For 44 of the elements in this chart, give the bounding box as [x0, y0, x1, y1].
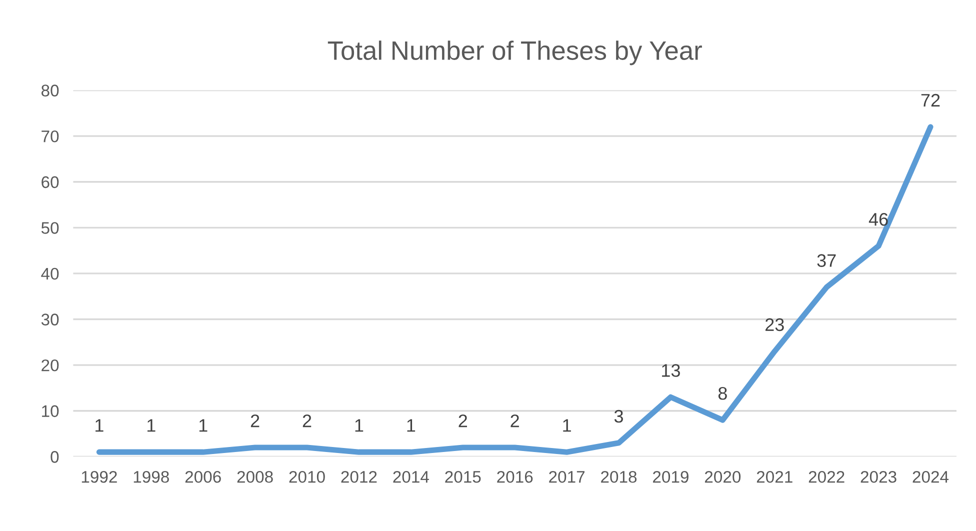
- y-tick-label: 50: [41, 222, 59, 234]
- data-label: 23: [765, 318, 784, 332]
- data-label: 72: [921, 94, 940, 106]
- data-label: 2: [458, 414, 467, 428]
- y-tick-label: 70: [42, 130, 59, 142]
- x-tick-label: 2018: [601, 470, 637, 483]
- data-label: 1: [199, 419, 208, 432]
- data-label: 1: [407, 419, 416, 432]
- y-tick-label: 40: [41, 268, 59, 280]
- x-tick-label: 2022: [808, 470, 844, 483]
- x-tick-label: 1998: [134, 470, 169, 483]
- y-tick-label: 20: [42, 359, 59, 372]
- x-tick-label: 2006: [185, 470, 221, 483]
- data-label: 1: [563, 419, 571, 432]
- data-label: 2: [510, 414, 519, 428]
- x-tick-label: 1992: [82, 470, 117, 483]
- data-label: 1: [147, 419, 156, 432]
- y-tick-label: 80: [42, 84, 59, 96]
- chart-title: Total Number of Theses by Year: [328, 40, 702, 66]
- data-label: 2: [250, 414, 260, 428]
- data-label: 46: [868, 212, 888, 226]
- data-label: 8: [718, 387, 727, 400]
- x-tick-label: 2021: [756, 470, 792, 483]
- x-tick-label: 2020: [704, 470, 741, 483]
- x-tick-label: 2010: [289, 470, 325, 483]
- data-label: 3: [614, 410, 623, 423]
- x-tick-label: 2012: [341, 470, 377, 483]
- x-tick-label: 2015: [445, 470, 481, 483]
- data-label: 1: [96, 419, 104, 432]
- data-label: 1: [355, 419, 364, 432]
- y-tick-label: 30: [41, 314, 59, 326]
- data-label: 2: [302, 414, 312, 428]
- x-tick-label: 2014: [393, 470, 429, 483]
- x-tick-label: 2024: [912, 470, 949, 483]
- x-tick-label: 2019: [653, 470, 688, 483]
- y-tick-label: 0: [50, 451, 59, 463]
- y-tick-label: 60: [42, 176, 59, 188]
- x-tick-label: 2016: [497, 470, 533, 483]
- x-tick-label: 2017: [549, 470, 584, 483]
- data-label: 37: [817, 254, 836, 267]
- x-tick-label: 2023: [860, 470, 896, 483]
- data-label: 13: [662, 364, 680, 377]
- x-tick-label: 2008: [237, 470, 273, 483]
- y-tick-label: 10: [42, 405, 59, 418]
